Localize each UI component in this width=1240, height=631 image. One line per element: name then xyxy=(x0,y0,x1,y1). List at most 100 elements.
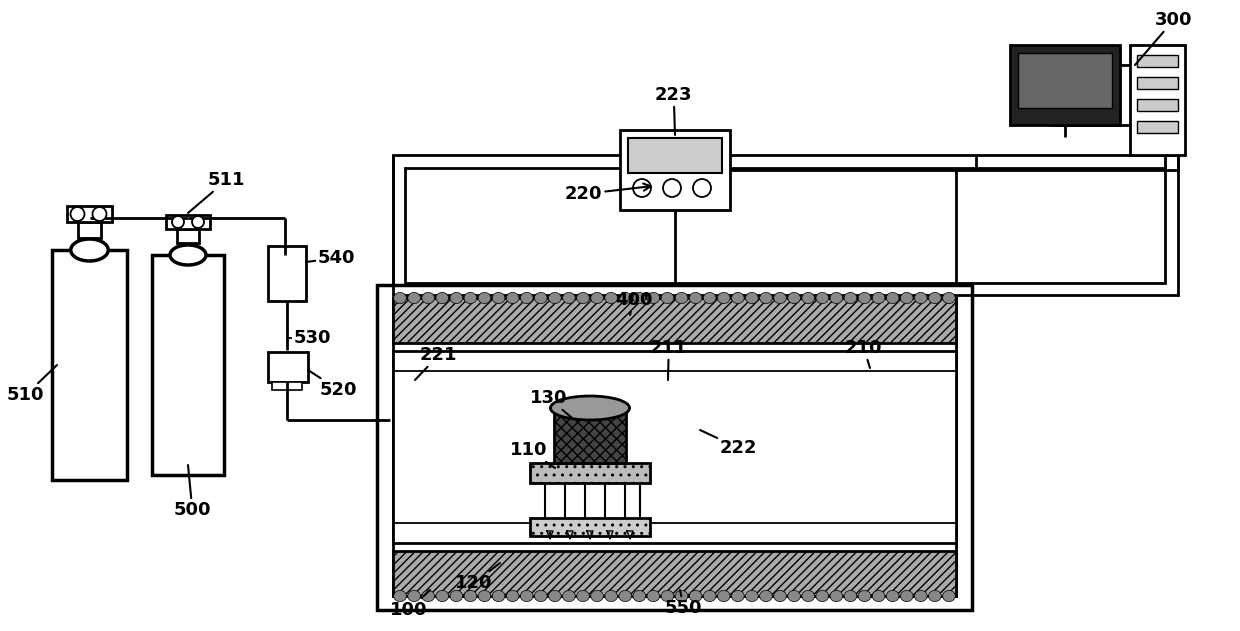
Circle shape xyxy=(93,207,107,221)
Bar xyxy=(393,155,1178,295)
Text: 222: 222 xyxy=(701,430,758,457)
Ellipse shape xyxy=(774,591,786,601)
Circle shape xyxy=(693,179,711,197)
Ellipse shape xyxy=(942,591,955,601)
Ellipse shape xyxy=(745,292,758,304)
Ellipse shape xyxy=(534,591,547,601)
Bar xyxy=(620,130,730,210)
Ellipse shape xyxy=(942,292,955,304)
Ellipse shape xyxy=(436,292,449,304)
Ellipse shape xyxy=(802,591,815,601)
Ellipse shape xyxy=(760,591,773,601)
Text: 550: 550 xyxy=(665,590,703,617)
Bar xyxy=(272,382,303,390)
Text: 223: 223 xyxy=(655,86,692,135)
Ellipse shape xyxy=(802,292,815,304)
Ellipse shape xyxy=(605,591,618,601)
Ellipse shape xyxy=(479,591,491,601)
Ellipse shape xyxy=(563,591,575,601)
Ellipse shape xyxy=(521,591,533,601)
Ellipse shape xyxy=(760,292,773,304)
Text: 110: 110 xyxy=(510,441,556,468)
Bar xyxy=(268,352,308,382)
Ellipse shape xyxy=(394,591,407,601)
Text: 300: 300 xyxy=(1135,11,1193,65)
Ellipse shape xyxy=(900,591,913,601)
Ellipse shape xyxy=(632,591,646,601)
Ellipse shape xyxy=(844,591,857,601)
Ellipse shape xyxy=(929,292,941,304)
Ellipse shape xyxy=(479,292,491,304)
Ellipse shape xyxy=(745,591,758,601)
Bar xyxy=(177,229,198,243)
Ellipse shape xyxy=(689,292,702,304)
Ellipse shape xyxy=(590,292,604,304)
Bar xyxy=(78,222,100,238)
Bar xyxy=(529,518,650,536)
Ellipse shape xyxy=(887,292,899,304)
Ellipse shape xyxy=(774,292,786,304)
Bar xyxy=(1137,121,1178,133)
Bar xyxy=(67,206,112,222)
Ellipse shape xyxy=(548,292,562,304)
Ellipse shape xyxy=(914,292,928,304)
Bar xyxy=(554,408,626,463)
Text: 220: 220 xyxy=(565,184,651,203)
Bar xyxy=(1018,53,1112,108)
Ellipse shape xyxy=(703,292,715,304)
Text: 120: 120 xyxy=(455,563,500,592)
Text: 500: 500 xyxy=(174,465,211,519)
Bar xyxy=(1137,77,1178,89)
Text: 540: 540 xyxy=(306,249,356,267)
Ellipse shape xyxy=(534,292,547,304)
Ellipse shape xyxy=(816,292,828,304)
Text: 210: 210 xyxy=(844,339,883,368)
Bar xyxy=(377,285,972,610)
Ellipse shape xyxy=(661,591,673,601)
Circle shape xyxy=(632,179,651,197)
Ellipse shape xyxy=(170,245,206,265)
Circle shape xyxy=(172,216,184,228)
Ellipse shape xyxy=(619,292,631,304)
Ellipse shape xyxy=(394,292,407,304)
Ellipse shape xyxy=(464,292,476,304)
Ellipse shape xyxy=(506,591,520,601)
Ellipse shape xyxy=(647,292,660,304)
Ellipse shape xyxy=(676,292,688,304)
Ellipse shape xyxy=(858,292,870,304)
Ellipse shape xyxy=(492,292,505,304)
Bar xyxy=(529,463,650,483)
Bar xyxy=(1137,99,1178,111)
Bar xyxy=(393,298,956,343)
Ellipse shape xyxy=(71,239,108,261)
Ellipse shape xyxy=(703,591,715,601)
Ellipse shape xyxy=(551,396,630,420)
Text: 100: 100 xyxy=(391,590,430,619)
Ellipse shape xyxy=(732,292,744,304)
Ellipse shape xyxy=(914,591,928,601)
Ellipse shape xyxy=(422,292,434,304)
Ellipse shape xyxy=(619,591,631,601)
Ellipse shape xyxy=(830,292,843,304)
Ellipse shape xyxy=(887,591,899,601)
Ellipse shape xyxy=(647,591,660,601)
Ellipse shape xyxy=(718,591,730,601)
Ellipse shape xyxy=(492,591,505,601)
Ellipse shape xyxy=(816,591,828,601)
Ellipse shape xyxy=(408,591,420,601)
Bar xyxy=(268,246,306,301)
Bar xyxy=(627,138,722,173)
Ellipse shape xyxy=(676,591,688,601)
Bar xyxy=(166,215,210,229)
Ellipse shape xyxy=(464,591,476,601)
Ellipse shape xyxy=(872,591,885,601)
Ellipse shape xyxy=(450,591,463,601)
Ellipse shape xyxy=(689,591,702,601)
Bar xyxy=(405,168,1166,283)
Ellipse shape xyxy=(900,292,913,304)
Bar xyxy=(1137,55,1178,67)
Text: 511: 511 xyxy=(188,171,246,213)
Ellipse shape xyxy=(661,292,673,304)
Ellipse shape xyxy=(450,292,463,304)
Ellipse shape xyxy=(830,591,843,601)
